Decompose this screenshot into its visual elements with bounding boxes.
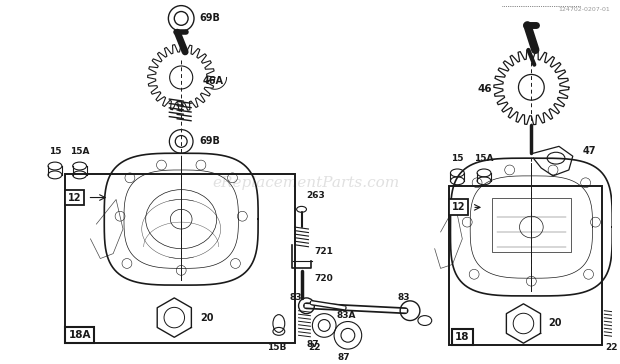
- Text: 18: 18: [455, 332, 469, 342]
- Text: 83A: 83A: [336, 311, 355, 320]
- Text: 15: 15: [451, 154, 464, 163]
- Text: 721: 721: [314, 247, 333, 256]
- Text: 83: 83: [397, 293, 410, 302]
- Text: 263: 263: [306, 191, 326, 200]
- Text: 12: 12: [68, 193, 81, 202]
- Text: 83: 83: [289, 293, 301, 302]
- Text: 20: 20: [548, 318, 562, 328]
- Bar: [450, 186, 603, 345]
- Text: 124702-0207-01: 124702-0207-01: [559, 7, 610, 12]
- Text: 15A: 15A: [474, 154, 494, 163]
- Text: 15: 15: [49, 147, 61, 156]
- Text: 87: 87: [338, 353, 350, 362]
- Text: 69B: 69B: [199, 13, 220, 23]
- Text: 46A: 46A: [203, 76, 224, 86]
- Text: 47: 47: [583, 146, 596, 156]
- Text: eReplacementParts.com: eReplacementParts.com: [213, 176, 400, 190]
- Text: 87: 87: [306, 340, 319, 349]
- Bar: [65, 174, 294, 343]
- Text: 69B: 69B: [199, 136, 220, 146]
- Text: 20: 20: [200, 313, 213, 323]
- Text: 15B: 15B: [267, 343, 286, 352]
- Bar: [492, 198, 571, 252]
- Text: 46: 46: [477, 84, 492, 94]
- Text: 18A: 18A: [68, 330, 91, 340]
- Text: 720: 720: [314, 274, 333, 283]
- Text: 22: 22: [308, 343, 321, 352]
- Text: 22: 22: [605, 343, 618, 352]
- Text: 15A: 15A: [70, 147, 89, 156]
- Text: 12: 12: [451, 202, 465, 212]
